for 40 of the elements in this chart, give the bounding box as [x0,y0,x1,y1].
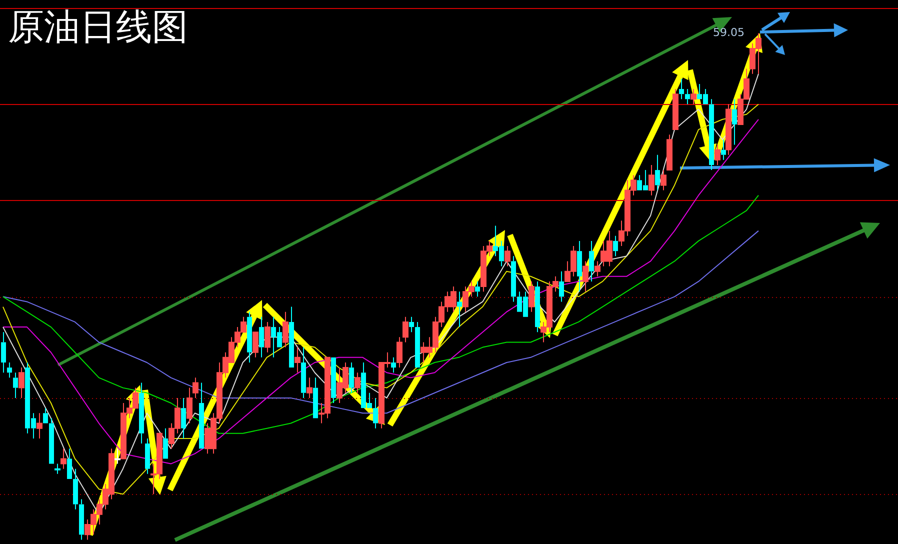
candlestick [145,438,150,474]
candlestick [247,311,252,363]
candlestick [181,397,186,439]
candlestick [349,362,354,394]
candlestick [457,291,462,328]
candlestick [613,235,618,257]
candlestick [139,382,144,444]
candlestick [73,468,78,510]
candlestick [655,154,660,191]
candlestick [415,321,420,368]
candlestick [199,382,204,449]
candlestick [721,139,726,160]
candlestick [289,306,294,368]
candlestick [163,428,168,459]
candlestick [391,356,396,374]
annotation: 59.05 [712,26,744,40]
candlestick [79,498,84,540]
candlestick [577,240,582,292]
candlestick [535,280,540,333]
candlestick [313,377,318,418]
candlestick [373,397,378,429]
candlestick [685,88,690,105]
candlestick [409,316,414,333]
candlestick [1,332,6,374]
candlestick [732,98,737,146]
candlestick [67,448,72,479]
candlestick [49,418,54,464]
candlestick [7,362,12,378]
chart-title: 原油日线图 [8,6,188,50]
candlestick [301,346,306,398]
candlestick [475,280,480,298]
candlestick [709,98,714,171]
candlestick [13,372,18,398]
candlestick [259,316,264,358]
candlestick [559,270,564,302]
candlestick [511,256,516,302]
candlestick [589,240,594,282]
candlestick [679,78,684,100]
candlestick [331,357,336,404]
candlestick [43,408,48,424]
